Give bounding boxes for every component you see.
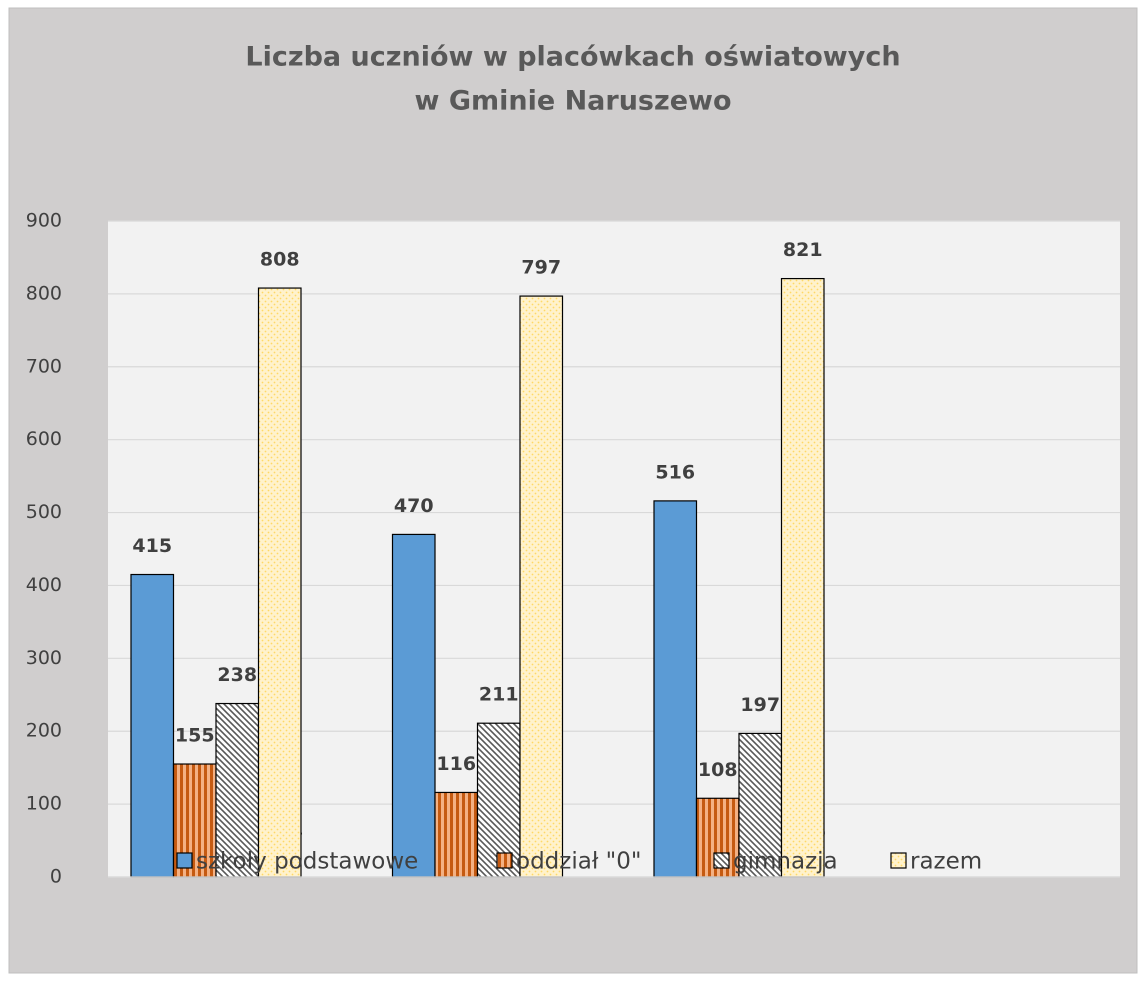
- y-tick-label: 0: [50, 866, 62, 888]
- data-label: 108: [698, 759, 738, 781]
- data-label: 808: [260, 249, 300, 271]
- bar: [653, 500, 698, 878]
- bar: [738, 732, 783, 878]
- y-tick-label: 800: [26, 282, 62, 304]
- bar: [476, 722, 521, 878]
- y-tick-label: 300: [26, 647, 62, 669]
- legend-swatch: [176, 852, 193, 869]
- data-label: 211: [479, 684, 519, 706]
- bar: [780, 277, 825, 878]
- y-tick-label: 600: [26, 428, 62, 450]
- legend-swatch: [713, 852, 730, 869]
- data-label: 821: [783, 239, 823, 261]
- legend-label: razem: [910, 849, 982, 875]
- legend-label: gimnazja: [733, 849, 838, 875]
- data-label: 415: [132, 535, 172, 557]
- bar: [130, 573, 175, 878]
- legend-label: szkoły podstawowe: [196, 849, 418, 875]
- bar: [257, 287, 302, 878]
- data-label: 155: [175, 725, 215, 747]
- data-label: 116: [436, 753, 476, 775]
- legend-swatch: [890, 852, 907, 869]
- legend-swatch: [496, 852, 513, 869]
- data-label: 797: [521, 257, 561, 279]
- y-tick-label: 400: [26, 574, 62, 596]
- chart-title: Liczba uczniów w placówkach oświatowych: [245, 42, 900, 73]
- y-tick-label: 700: [26, 355, 62, 377]
- data-label: 197: [740, 694, 780, 716]
- bar: [519, 295, 564, 878]
- chart-title: w Gminie Naruszewo: [414, 86, 731, 117]
- y-tick-label: 200: [26, 720, 62, 742]
- data-label: 470: [394, 495, 434, 517]
- y-tick-label: 900: [26, 210, 62, 232]
- bar: [434, 791, 479, 878]
- y-tick-label: 500: [26, 501, 62, 523]
- legend-label: oddział "0": [516, 849, 641, 875]
- bar: [391, 533, 436, 878]
- data-label: 516: [655, 461, 695, 483]
- data-label: 238: [217, 664, 257, 686]
- y-tick-label: 100: [26, 793, 62, 815]
